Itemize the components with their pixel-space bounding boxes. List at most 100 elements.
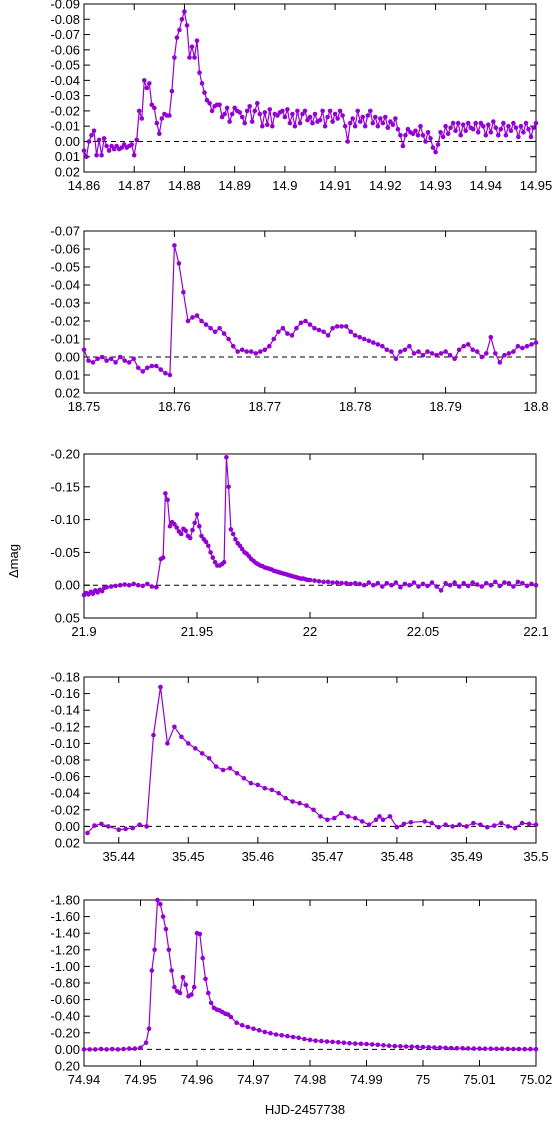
panel-1-data-point xyxy=(267,107,273,112)
panel-2-data-point xyxy=(280,325,286,331)
panel-5-data-point xyxy=(121,1046,126,1052)
panel-5-data-point xyxy=(465,1046,471,1051)
panel-1-data-point xyxy=(390,122,396,127)
panel-3-data-point xyxy=(312,578,317,583)
panel-5: 74.94 74.95 74.96 74.97 74.98 74.99 75 75.01 75.… xyxy=(50,893,552,1088)
panel-1-y-tick-label: -0.02 xyxy=(50,103,80,118)
panel-2-data-point xyxy=(149,363,155,369)
panel-1-data-point xyxy=(247,104,252,109)
panel-4-data-point xyxy=(512,825,518,831)
panel-1-data-point xyxy=(174,35,180,40)
panel-1-x-tick-label: 14.92 xyxy=(369,178,402,193)
panel-3-data-point xyxy=(339,580,344,586)
panel-4-data-point xyxy=(359,819,365,824)
panel-2-x-tick-label: 18.75 xyxy=(68,399,101,414)
panel-3-data-point xyxy=(197,523,202,529)
panel-2-data-point xyxy=(524,343,530,349)
panel-1-data-point xyxy=(182,9,187,14)
panel-4-data-point xyxy=(464,824,469,829)
panel-1-data-point xyxy=(400,143,406,149)
panel-1-x-tick-label: 14.95 xyxy=(520,178,553,193)
panel-1-y-tick-label: -0.01 xyxy=(50,119,80,134)
panel-2-data-point xyxy=(163,370,168,376)
panel-3-data-point xyxy=(393,580,399,585)
panel-1-data-point xyxy=(285,107,290,112)
panel-1-data-point xyxy=(365,113,371,118)
panel-2-data-point xyxy=(461,343,467,349)
panel-5-x-tick-label: 75.02 xyxy=(520,1072,553,1087)
panel-5-data-point xyxy=(115,1047,121,1052)
panel-4-data-point xyxy=(158,684,163,690)
panel-3-data-point xyxy=(366,580,372,585)
panel-2-data-point xyxy=(389,349,394,354)
panel-2-data-point xyxy=(339,324,344,329)
panel-3-data-point xyxy=(447,582,453,588)
panel-1-data-point xyxy=(383,114,388,120)
panel-3-data-point xyxy=(402,581,408,587)
panel-1: 14.86 14.87 14.88 14.89 14.9 14.91 14.92 14.93 1… xyxy=(50,0,552,193)
panel-1-data-point xyxy=(310,120,315,126)
panel-1-data-point xyxy=(350,116,356,121)
panel-1-data-point xyxy=(111,146,117,152)
panel-3-data-point xyxy=(154,584,159,590)
panel-4-data-point xyxy=(276,790,282,796)
panel-2-data-point xyxy=(86,358,91,363)
panel-3-data-point xyxy=(321,579,326,585)
panel-4-x-tick-label: 35.45 xyxy=(172,849,205,864)
panel-3-data-point xyxy=(465,583,471,589)
panel-2-data-point xyxy=(90,360,96,365)
panel-2-data-point xyxy=(185,318,191,324)
panel-2-data-point xyxy=(488,334,494,340)
panel-3-data-point xyxy=(497,583,503,589)
panel-5-data-point xyxy=(488,1046,494,1051)
panel-3-data-point xyxy=(183,528,188,534)
panel-5-data-point xyxy=(319,1038,324,1044)
panel-1-data-point xyxy=(335,116,340,121)
panel-1-data-point xyxy=(147,81,152,86)
panel-5-y-tick-label: 0.00 xyxy=(55,1042,80,1057)
panel-4: 35.44 35.45 35.46 35.47 35.48 35.49 35.5-0.18-… xyxy=(50,670,548,865)
panel-1-data-point xyxy=(317,117,323,123)
panel-5-data-point xyxy=(262,1029,268,1035)
panel-4-data-point xyxy=(443,822,448,827)
panel-2-data-point xyxy=(131,356,136,362)
panel-2-data-point xyxy=(253,351,259,356)
panel-3-data-point xyxy=(434,584,439,589)
panel-4-data-point xyxy=(106,824,111,829)
panel-1-data-point xyxy=(167,113,172,118)
panel-5-data-point xyxy=(158,901,163,907)
panel-2-data-point xyxy=(122,358,127,363)
panel-1-data-point xyxy=(307,114,313,120)
panel-2-data-point xyxy=(113,360,118,365)
panel-4-data-point xyxy=(165,741,170,746)
panel-2-data-point xyxy=(212,329,218,335)
panel-2-data-point xyxy=(181,289,186,295)
panel-5-data-point xyxy=(499,1046,505,1052)
panel-3-data-point xyxy=(384,580,390,586)
panel-5-data-point xyxy=(375,1042,381,1048)
panel-3-data-point xyxy=(429,580,435,585)
panel-1-data-point xyxy=(154,120,160,126)
panel-5-data-point xyxy=(163,926,169,932)
panel-1-data-point xyxy=(121,142,127,147)
panel-5-x-tick-label: 74.96 xyxy=(181,1072,214,1087)
panel-4-data-point xyxy=(352,815,358,821)
panel-2-y-tick-label: -0.02 xyxy=(50,314,80,329)
panel-2-data-point xyxy=(420,352,426,358)
panel-5-data-point xyxy=(403,1044,409,1049)
panel-4-data-point xyxy=(485,824,490,830)
panel-5-data-point xyxy=(330,1039,335,1045)
panel-1-data-point xyxy=(448,125,453,130)
panel-1-data-point xyxy=(342,123,348,129)
panel-1-data-point xyxy=(393,116,398,121)
panel-5-data-point xyxy=(392,1043,398,1049)
panel-3-data-point xyxy=(343,580,349,586)
panel-3-data-point xyxy=(233,537,238,542)
panel-3-data-point xyxy=(502,580,507,585)
panel-4-y-tick-label: -0.08 xyxy=(50,753,80,768)
panel-3-data-point xyxy=(210,555,216,560)
panel-5-data-point xyxy=(132,1046,138,1051)
panel-1-data-point xyxy=(355,108,361,114)
panel-2-data-point xyxy=(176,261,182,266)
panel-4-data-point xyxy=(85,830,90,836)
